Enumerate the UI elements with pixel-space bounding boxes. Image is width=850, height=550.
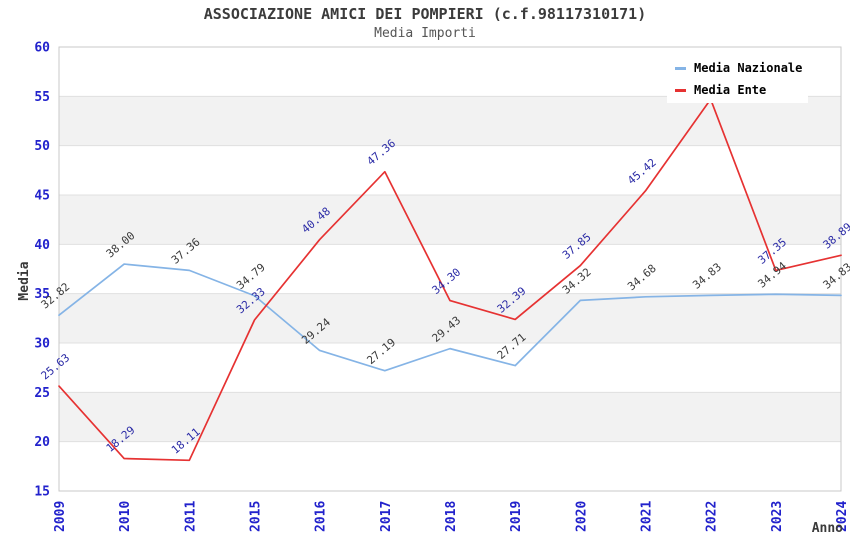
data-point-label: 34.68 [625, 262, 659, 293]
data-point-label: 34.32 [560, 265, 594, 296]
x-tick-label: 2011 [183, 501, 198, 532]
x-axis-title: Anno [812, 521, 843, 536]
legend-line-swatch-nazionale-icon [675, 66, 686, 70]
y-tick-label: 30 [34, 337, 50, 352]
x-tick-label: 2018 [444, 501, 459, 532]
x-tick-label: 2016 [314, 501, 329, 532]
legend-label-media-nazionale: Media Nazionale [694, 61, 803, 75]
x-tick-label: 2022 [705, 501, 720, 532]
x-tick-label: 2020 [574, 501, 589, 532]
chart-subtitle: Media Importi [374, 26, 476, 41]
y-tick-label: 40 [34, 238, 50, 253]
plot-band [59, 96, 841, 146]
legend-item-media-nazionale: Media Nazionale [675, 60, 808, 76]
legend-item-media-ente: Media Ente [675, 82, 808, 98]
data-point-label: 25.63 [39, 351, 73, 382]
plot-band [59, 392, 841, 442]
y-tick-label: 25 [34, 386, 50, 401]
y-tick-label: 35 [34, 287, 50, 302]
x-tick-label: 2010 [118, 501, 133, 532]
chart-title: ASSOCIAZIONE AMICI DEI POMPIERI (c.f.981… [203, 5, 647, 23]
series-line-media-nazionale [58, 263, 842, 372]
plot-band [59, 195, 841, 245]
x-tick-label: 2017 [379, 501, 394, 532]
y-tick-label: 15 [34, 485, 50, 500]
y-axis-title: Media [17, 261, 32, 300]
x-tick-label: 2019 [509, 501, 524, 532]
y-tick-label: 20 [34, 435, 50, 450]
plot-band [59, 293, 841, 343]
x-tick-label: 2023 [770, 501, 785, 532]
x-tick-label: 2015 [249, 501, 264, 532]
x-tick-label: 2024 [835, 501, 850, 532]
data-point-label: 34.83 [690, 260, 724, 291]
x-tick-label: 2021 [640, 501, 655, 532]
legend-label-media-ente: Media Ente [694, 83, 767, 97]
data-point-label: 34.83 [821, 260, 850, 291]
y-tick-label: 60 [34, 41, 50, 56]
data-point-label: 34.79 [234, 261, 268, 292]
plot-border [58, 46, 842, 492]
y-tick-label: 50 [34, 139, 50, 154]
x-tick-label: 2009 [53, 501, 68, 532]
legend-line-swatch-ente-icon [675, 88, 686, 92]
data-point-label: 45.42 [625, 156, 659, 187]
y-tick-label: 55 [34, 90, 50, 105]
legend: Media Nazionale Media Ente [667, 55, 808, 103]
y-tick-label: 45 [34, 189, 50, 204]
